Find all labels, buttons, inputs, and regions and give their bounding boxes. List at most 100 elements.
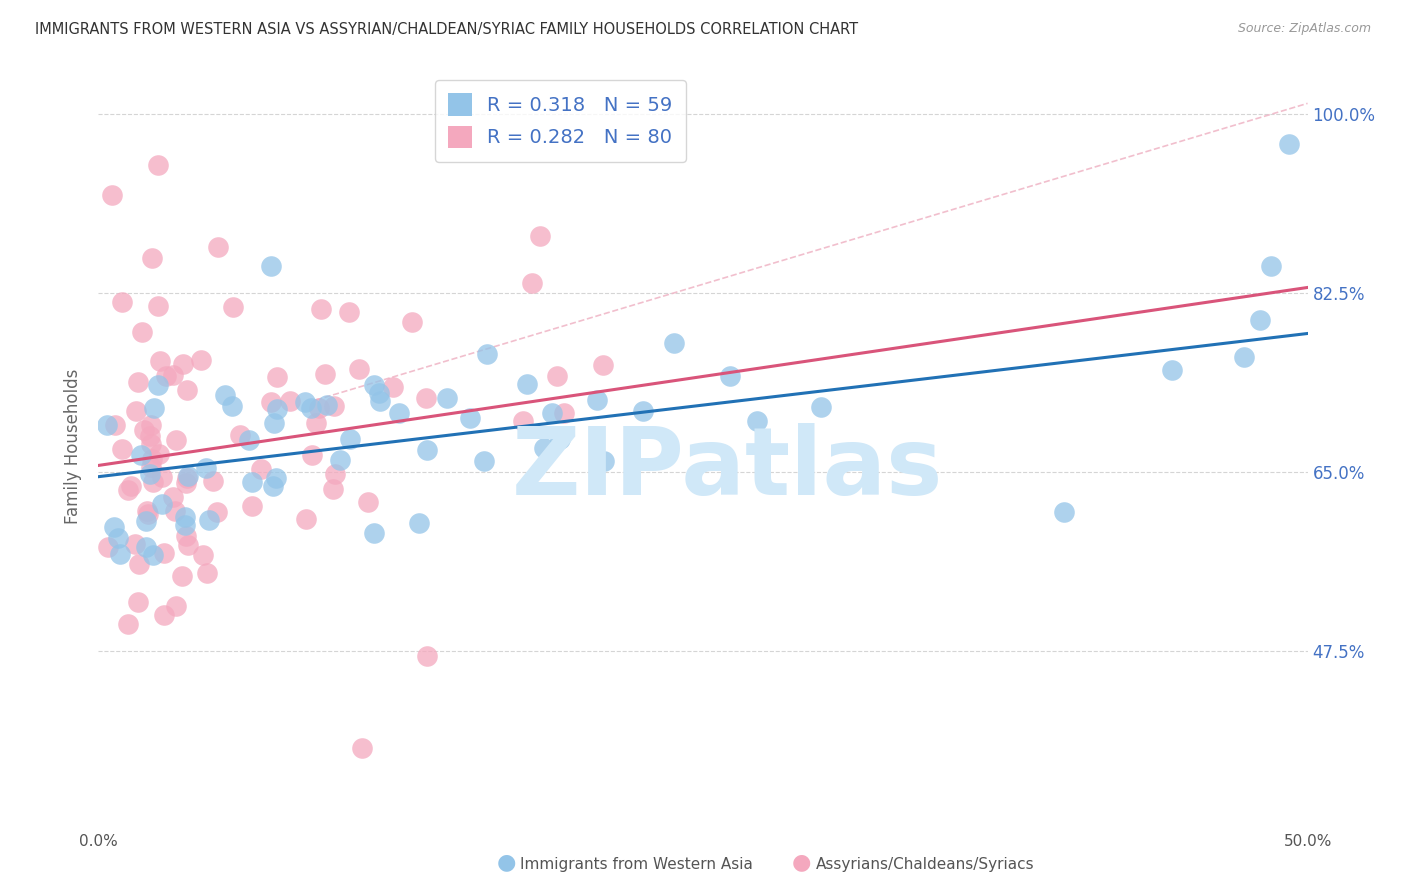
Text: Assyrians/Chaldeans/Syriacs: Assyrians/Chaldeans/Syriacs xyxy=(815,857,1033,872)
Point xyxy=(266,401,288,416)
Point xyxy=(176,471,198,485)
Point xyxy=(1053,505,1076,519)
Point xyxy=(108,547,131,561)
Point xyxy=(363,526,385,541)
Point xyxy=(266,369,288,384)
Point xyxy=(301,448,323,462)
Point xyxy=(546,368,568,383)
Point xyxy=(117,483,139,498)
Point xyxy=(139,429,162,443)
Point xyxy=(260,394,283,409)
Point xyxy=(408,516,430,530)
Point xyxy=(522,276,544,290)
Point xyxy=(142,475,165,489)
Point xyxy=(541,406,564,420)
Point xyxy=(100,188,122,202)
Point xyxy=(1160,363,1182,377)
Point xyxy=(117,617,139,632)
Point xyxy=(229,428,252,442)
Point xyxy=(337,305,360,319)
Point xyxy=(177,538,200,552)
Point xyxy=(131,325,153,339)
Point xyxy=(177,469,200,483)
Point xyxy=(97,541,120,555)
Point xyxy=(107,531,129,545)
Point xyxy=(550,433,572,447)
Point xyxy=(141,417,163,432)
Text: ●: ● xyxy=(496,853,516,872)
Point xyxy=(260,260,283,274)
Point xyxy=(631,404,654,418)
Point xyxy=(553,406,575,420)
Point xyxy=(278,393,301,408)
Point xyxy=(139,467,162,481)
Point xyxy=(592,454,614,468)
Point xyxy=(415,391,437,405)
Point xyxy=(745,414,768,428)
Point xyxy=(416,442,439,457)
Point xyxy=(458,411,481,425)
Point xyxy=(146,299,169,313)
Point xyxy=(1233,351,1256,365)
Point xyxy=(207,239,229,253)
Point xyxy=(222,300,245,314)
Point xyxy=(150,497,173,511)
Point xyxy=(111,294,134,309)
Point xyxy=(401,315,423,329)
Point xyxy=(592,358,614,372)
Point xyxy=(128,557,150,571)
Point xyxy=(221,399,243,413)
Point xyxy=(152,470,174,484)
Point xyxy=(347,362,370,376)
Point xyxy=(163,503,186,517)
Point xyxy=(356,495,378,509)
Point xyxy=(148,447,170,461)
Point xyxy=(141,251,163,265)
Point xyxy=(238,433,260,447)
Point xyxy=(149,354,172,368)
Point xyxy=(810,401,832,415)
Point xyxy=(305,416,328,430)
Point xyxy=(174,476,197,491)
Point xyxy=(190,352,212,367)
Point xyxy=(301,401,323,415)
Point xyxy=(294,395,316,409)
Point xyxy=(664,336,686,351)
Point xyxy=(148,378,170,392)
Point xyxy=(368,393,391,408)
Point xyxy=(174,517,197,532)
Point xyxy=(205,505,228,519)
Point xyxy=(416,648,439,663)
Point xyxy=(124,537,146,551)
Point xyxy=(135,514,157,528)
Text: Immigrants from Western Asia: Immigrants from Western Asia xyxy=(520,857,754,872)
Point xyxy=(176,384,198,398)
Point xyxy=(350,740,373,755)
Point xyxy=(165,599,187,613)
Legend: R = 0.318   N = 59, R = 0.282   N = 80: R = 0.318 N = 59, R = 0.282 N = 80 xyxy=(434,79,686,161)
Point xyxy=(170,569,193,583)
Point xyxy=(512,414,534,428)
Point xyxy=(339,433,361,447)
Point xyxy=(322,482,344,496)
Point xyxy=(436,391,458,405)
Point xyxy=(165,433,187,447)
Point xyxy=(141,437,163,451)
Point xyxy=(135,540,157,554)
Point xyxy=(323,467,346,481)
Point xyxy=(120,479,142,493)
Point xyxy=(533,441,555,455)
Point xyxy=(240,499,263,513)
Point xyxy=(146,158,169,172)
Point xyxy=(96,418,118,433)
Point xyxy=(155,368,177,383)
Point xyxy=(516,377,538,392)
Point xyxy=(124,403,146,417)
Point xyxy=(311,301,333,316)
Point xyxy=(249,461,271,475)
Point xyxy=(1260,259,1282,273)
Point xyxy=(142,401,165,416)
Point xyxy=(264,471,287,485)
Point xyxy=(195,461,218,475)
Point xyxy=(136,504,159,518)
